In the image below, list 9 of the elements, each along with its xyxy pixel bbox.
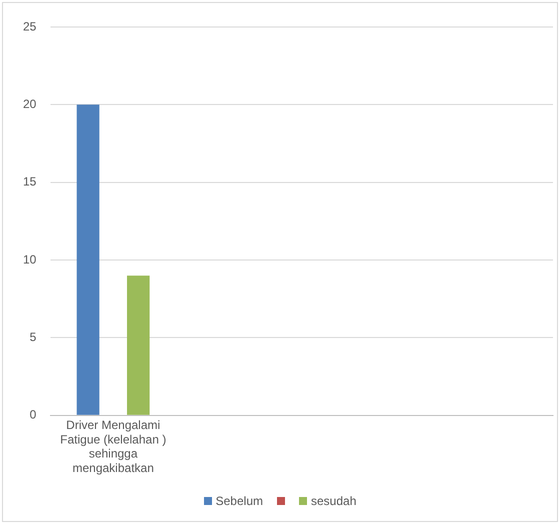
legend-label: sesudah [311,494,356,508]
legend-label: Sebelum [216,494,263,508]
y-tick-label: 10 [22,252,37,266]
y-tick-label: 5 [30,330,37,344]
y-tick-label: 25 [22,19,37,34]
y-tick-label: 20 [22,96,37,111]
y-tick-label: 0 [30,408,37,422]
y-tick-label: 15 [22,174,37,189]
x-tick-label: Driver Mengalami Fatigue (kelelahan ) sehingga mengakibatkan [60,418,166,476]
